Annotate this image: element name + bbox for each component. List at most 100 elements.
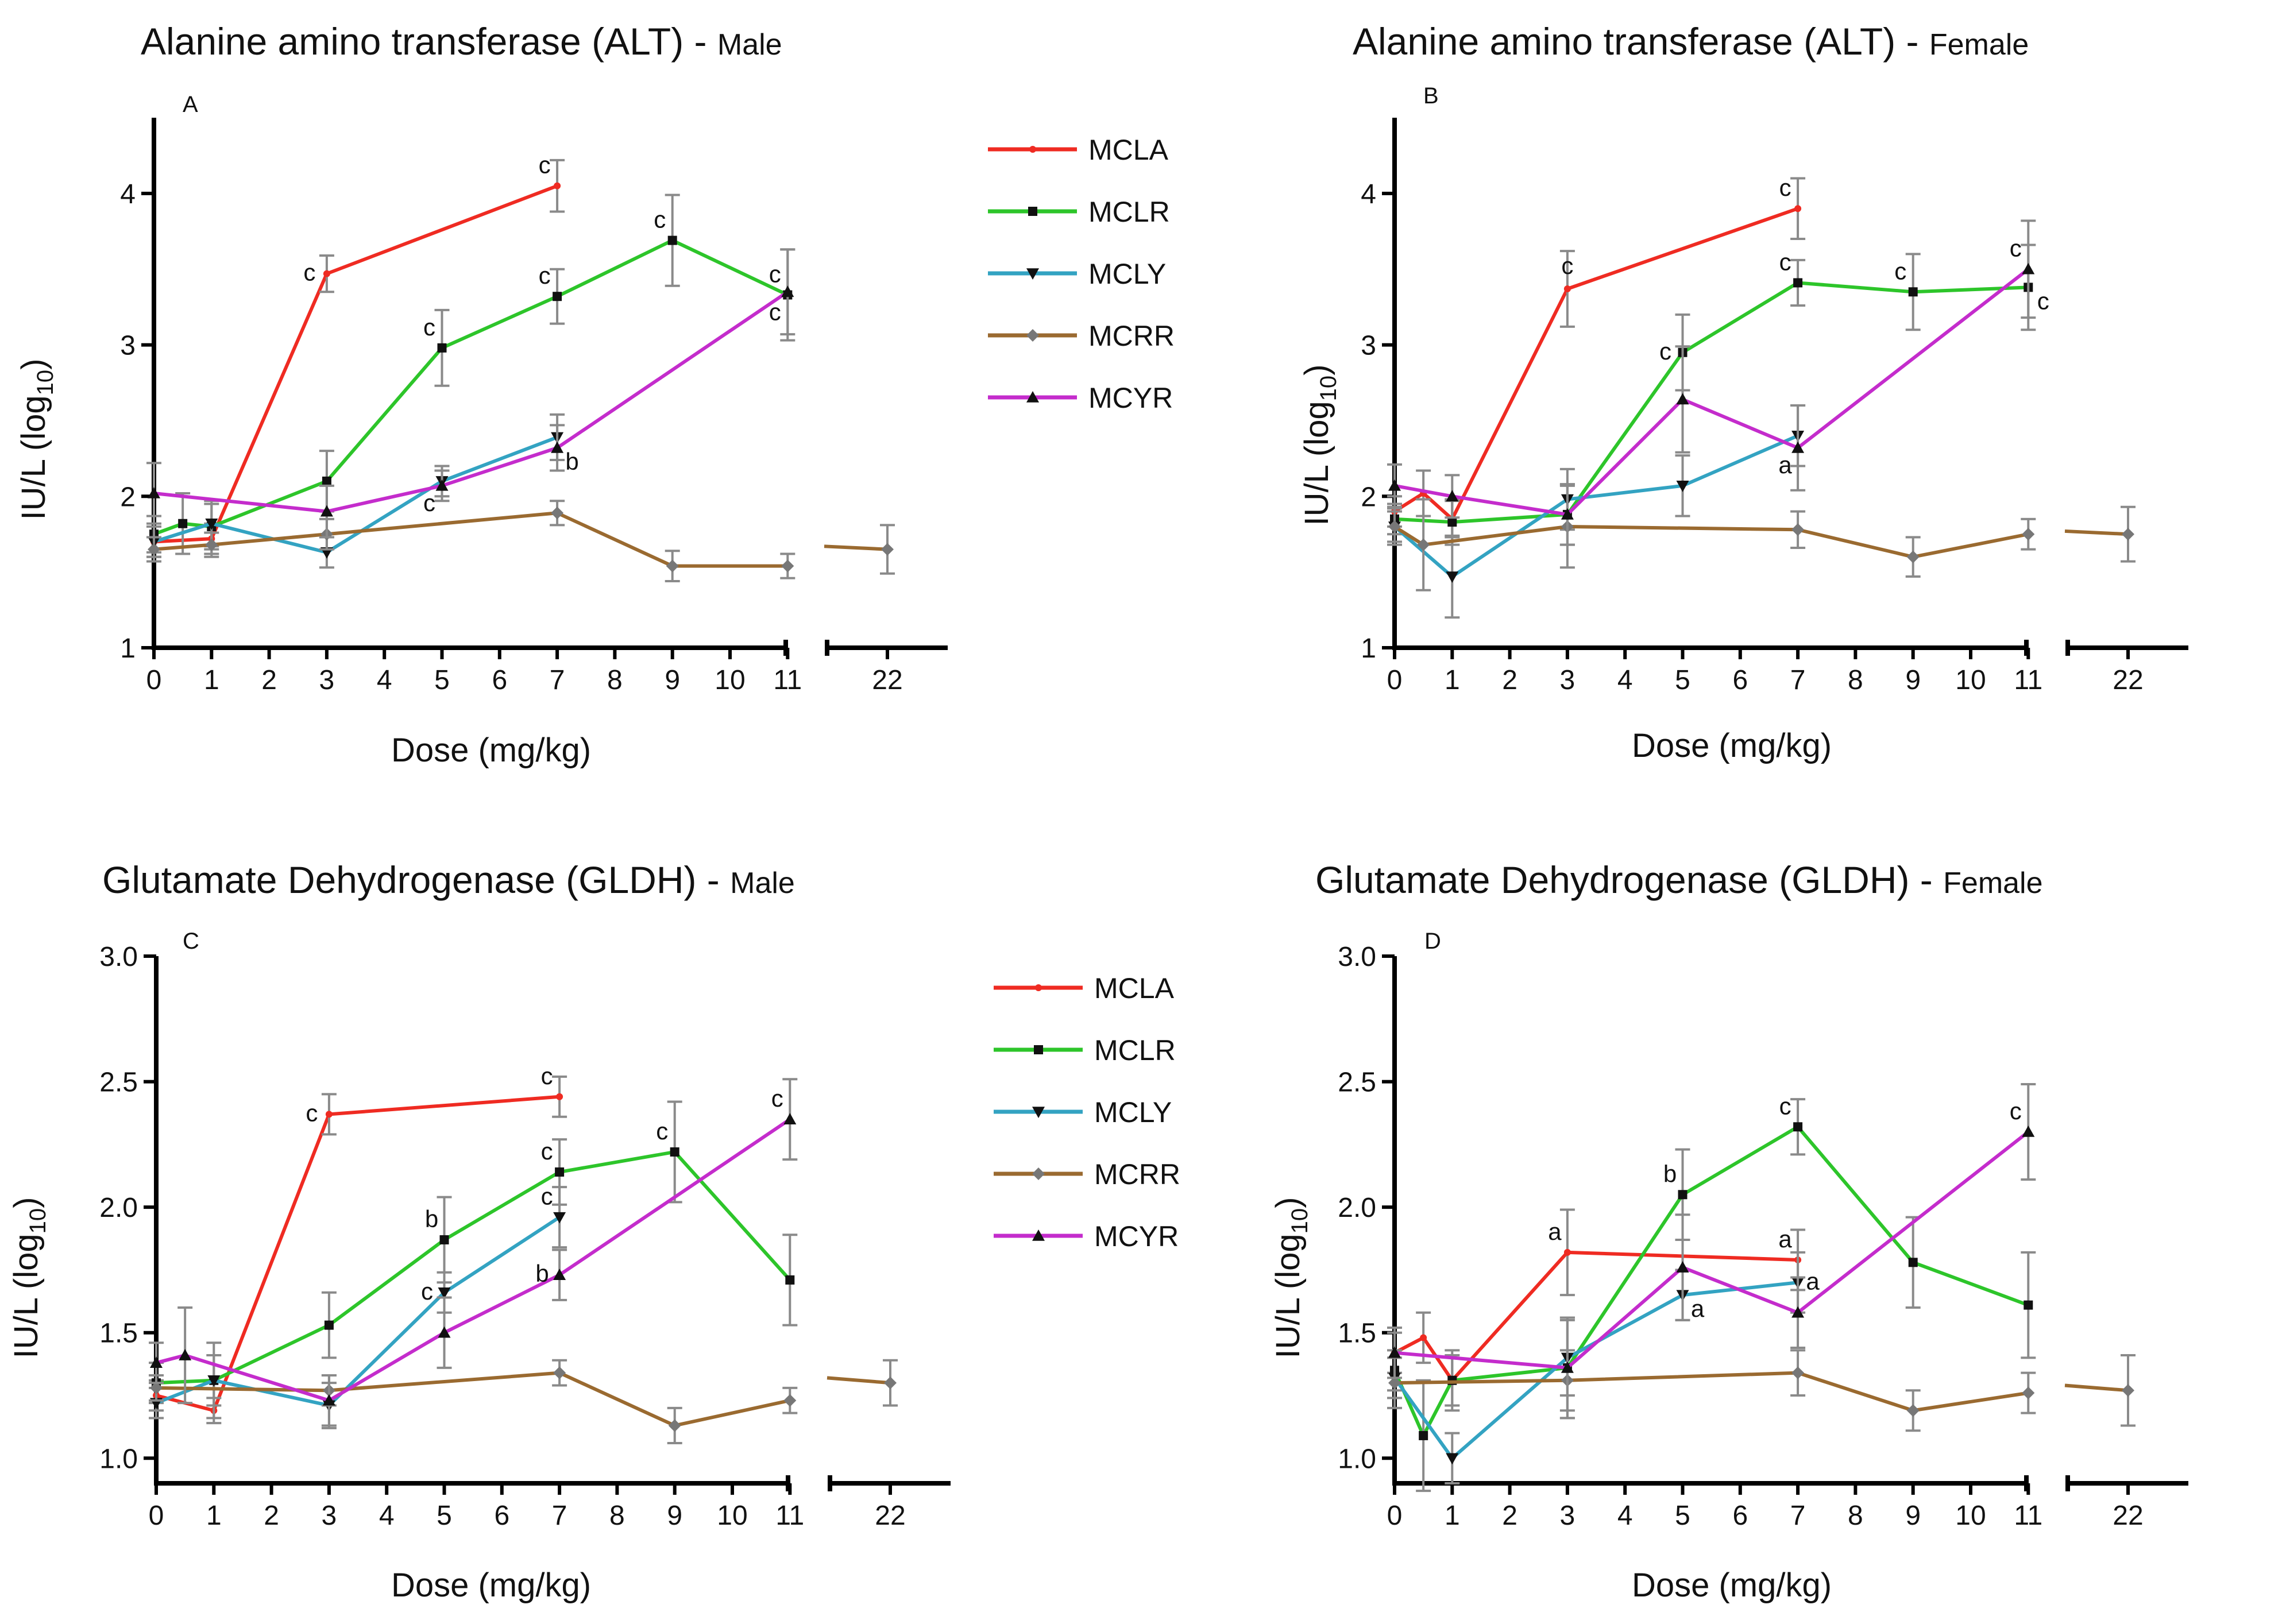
x-tick-label: 1: [206, 1501, 222, 1531]
x-tick-label: 7: [552, 1501, 567, 1531]
panel-d-gldh-female: Glutamate Dehydrogenase (GLDH) - Female …: [1269, 859, 2188, 1604]
data-point-mclr: [785, 1275, 795, 1285]
data-point-mcyr: [320, 505, 333, 517]
significance-label: c: [539, 262, 551, 289]
y-tick-label: 2.5: [99, 1068, 138, 1098]
series-line-mcyr: [1394, 1130, 2030, 1370]
legend-label: MCLY: [1094, 1096, 1172, 1128]
x-tick-label: 8: [609, 1501, 625, 1531]
x-tick-label: 8: [1848, 1501, 1863, 1531]
data-point-mcla: [556, 1093, 563, 1100]
data-point-mcyr: [1561, 508, 1574, 520]
x-tick-label: 5: [1675, 1501, 1690, 1531]
legend-label: MCYR: [1088, 382, 1173, 414]
significance-label: c: [771, 1085, 783, 1112]
data-point-mclr: [2024, 1300, 2033, 1310]
legend-marker: [1026, 391, 1039, 403]
panel-d-letter: D: [1424, 929, 1441, 954]
panel-b-alt-female: Alanine amino transferase (ALT) - Female…: [1298, 20, 2188, 764]
x-tick-label: 7: [1790, 665, 1806, 695]
y-tick-label: 1.0: [99, 1444, 138, 1474]
panel-b-ylabel: IU/L (log10): [1298, 365, 1341, 526]
legend-label: MCYR: [1094, 1220, 1179, 1252]
data-point-mcla: [1563, 285, 1571, 292]
series-mcyr: [149, 1078, 798, 1427]
x-tick-label: 6: [494, 1501, 509, 1531]
legend-marker: [1028, 207, 1037, 216]
y-tick-label: 4: [120, 179, 136, 210]
panel-b-xlabel: Dose (mg/kg): [1632, 727, 1832, 764]
x-tick-label: 9: [667, 1501, 682, 1531]
significance-label: c: [1894, 257, 1906, 284]
data-point-mclr: [322, 476, 331, 486]
series-line-mcyr: [1394, 268, 2030, 516]
data-point-mcrr: [783, 1394, 797, 1407]
data-point-mclr: [324, 1320, 334, 1330]
series-mcyr: [146, 248, 796, 539]
series-line-mcla: [1393, 1250, 1798, 1382]
legend-bottom: MCLA MCLR MCLY MCRR MCYR: [994, 972, 1180, 1252]
panel-a-alt-male: Alanine amino transferase (ALT) - Male A…: [15, 20, 948, 769]
x-tick-label: 10: [1955, 1501, 1986, 1531]
x-tick-label: 4: [377, 665, 392, 695]
x-tick-label: 3: [1560, 665, 1576, 695]
series-line-mclr: [1393, 1125, 2029, 1437]
x-tick-label: 1: [1445, 665, 1460, 695]
series-mcrr: [146, 500, 895, 582]
legend-label: MCRR: [1094, 1158, 1180, 1190]
data-point-mclr: [553, 292, 562, 301]
data-point-mcyr: [322, 1394, 335, 1406]
y-tick-label: 3: [1361, 331, 1376, 361]
series-line-stub-22: [2064, 529, 2129, 536]
series-mcly: [149, 1186, 567, 1429]
legend-item-mcyr: MCYR: [988, 382, 1173, 414]
legend-marker: [1026, 268, 1039, 280]
data-point-mcly: [1446, 1453, 1459, 1465]
significance-label: c: [541, 1183, 553, 1210]
data-point-mcyr: [781, 285, 794, 297]
data-point-mcla: [1794, 205, 1802, 212]
data-point-mclr: [178, 519, 188, 528]
data-point-mcyr: [148, 487, 160, 498]
significance-label: c: [1659, 338, 1671, 365]
x-tick-label: 11: [2014, 1501, 2042, 1531]
data-point-mcyr: [1676, 393, 1689, 405]
x-tick-label: 22: [2113, 1501, 2143, 1531]
series-mcly: [1387, 404, 1806, 619]
panel-a-letter: A: [183, 92, 198, 117]
significance-label: a: [1691, 1295, 1705, 1322]
panel-b-title: Alanine amino transferase (ALT) - Female: [1353, 20, 2029, 63]
panel-d-title: Glutamate Dehydrogenase (GLDH) - Female: [1315, 859, 2043, 901]
data-point-mcyr: [2022, 1126, 2035, 1137]
legend-label: MCLR: [1094, 1034, 1176, 1066]
y-tick-label: 1: [1361, 633, 1376, 664]
series-line-mcyr: [153, 290, 789, 513]
data-point-mcly: [205, 518, 218, 530]
x-tick-label: 8: [607, 665, 623, 695]
data-point-mcly: [1446, 571, 1459, 583]
series-line-mcrr: [156, 1371, 790, 1428]
legend-label: MCLA: [1094, 972, 1175, 1004]
x-tick-label: 0: [149, 1501, 164, 1531]
data-point-mcyr: [553, 1269, 566, 1280]
y-tick-label: 3.0: [99, 942, 138, 972]
y-tick-label: 3.0: [1338, 942, 1376, 972]
series-mclr: [149, 1100, 798, 1420]
legend-item-mcly: MCLY: [988, 258, 1166, 290]
legend-marker: [1034, 1045, 1043, 1054]
significance-label: b: [425, 1205, 438, 1232]
y-tick-label: 2.0: [99, 1193, 138, 1223]
x-tick-label: 7: [1790, 1501, 1806, 1531]
legend-marker: [1026, 329, 1039, 342]
series-line-mcrr: [1394, 1371, 2029, 1413]
data-point-mcrr: [668, 1419, 681, 1432]
data-point-mcrr: [2122, 1384, 2134, 1397]
legend-item-mcrr: MCRR: [988, 320, 1175, 352]
data-point-mclr: [1678, 1190, 1688, 1200]
significance-label: b: [1663, 1160, 1677, 1187]
series-line-mclr: [153, 238, 789, 536]
significance-label: c: [541, 1138, 553, 1165]
data-point-mcrr: [884, 1376, 897, 1390]
series-line-mcly: [1393, 1281, 1798, 1460]
series-mcyr: [1387, 1082, 2036, 1420]
